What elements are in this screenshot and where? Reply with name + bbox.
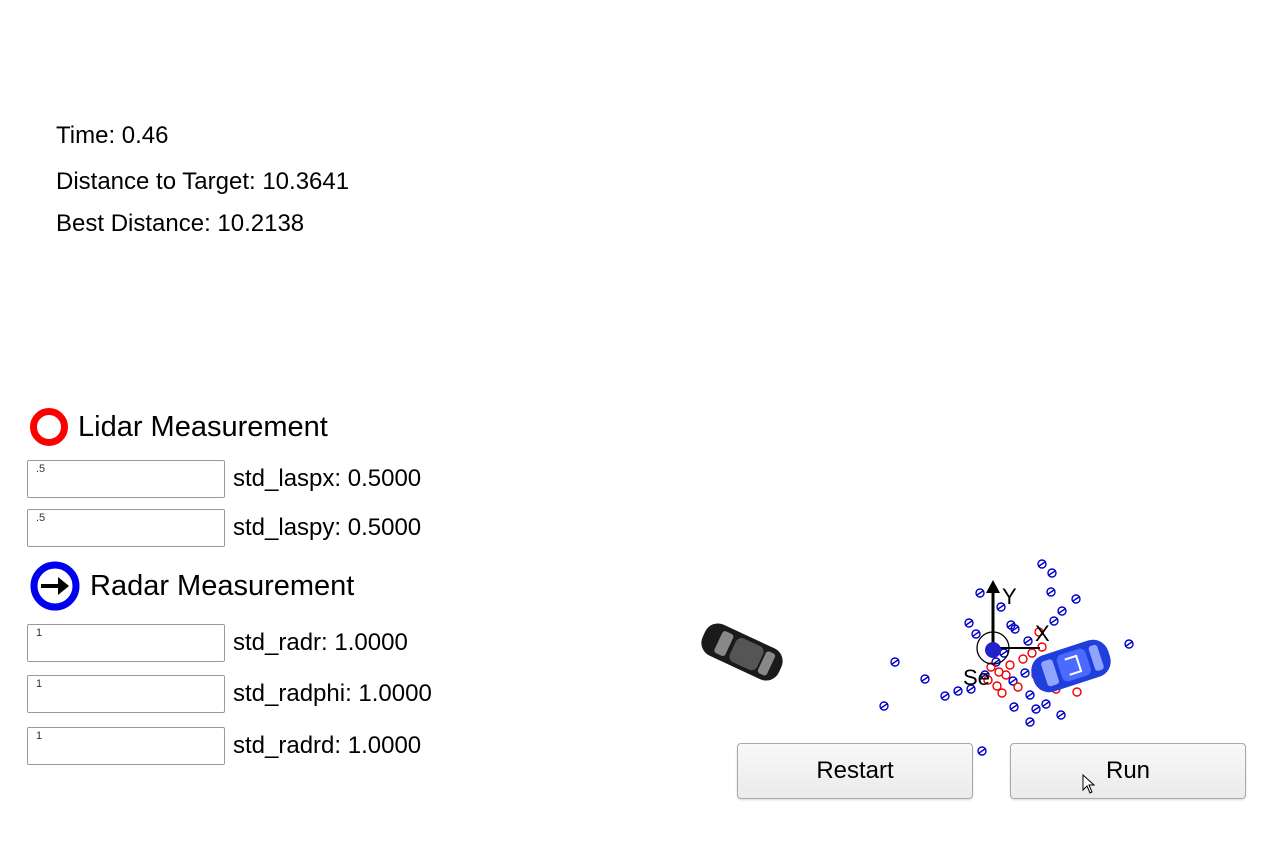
radar-mark <box>890 657 900 667</box>
radar-mark <box>1046 587 1056 597</box>
std-radr-label: std_radr: 1.0000 <box>233 629 408 656</box>
axis-x-label: X <box>1035 621 1050 646</box>
lidar-mark <box>1072 687 1082 697</box>
std-laspx-label: std_laspx: 0.5000 <box>233 465 422 492</box>
lidar-mark <box>1034 627 1044 637</box>
best-distance-readout: Best Distance: 10.2138 <box>56 210 305 237</box>
radar-mark <box>1008 676 1018 686</box>
radar-mark <box>920 674 930 684</box>
lidar-mark <box>997 688 1007 698</box>
std-radphi-input[interactable] <box>27 675 225 713</box>
std-laspx-input[interactable] <box>27 460 225 498</box>
lidar-mark <box>1005 660 1015 670</box>
radar-mark <box>1049 616 1059 626</box>
param-std-radr: std_radr: 1.0000 <box>27 624 408 662</box>
radar-mark <box>1057 606 1067 616</box>
radar-mark <box>1009 702 1019 712</box>
radar-measurements <box>879 559 1134 756</box>
radar-mark <box>953 686 963 696</box>
sensor-frame: Y X Se <box>963 580 1050 690</box>
lidar-mark <box>1013 682 1023 692</box>
radar-mark <box>1010 624 1020 634</box>
lidar-legend-label: Lidar Measurement <box>78 410 328 443</box>
sensor-label: Se <box>963 665 990 690</box>
restart-button[interactable]: Restart <box>737 743 973 799</box>
std-laspy-input[interactable] <box>27 509 225 547</box>
radar-mark <box>1037 559 1047 569</box>
lidar-mark <box>992 681 1002 691</box>
param-std-radrd: std_radrd: 1.0000 <box>27 727 421 765</box>
axis-y-label: Y <box>1002 584 1017 609</box>
radar-mark <box>1047 568 1057 578</box>
radar-mark <box>1041 699 1051 709</box>
mouse-pointer-icon <box>1082 774 1096 794</box>
simulation-canvas: Y X Se <box>701 559 1134 756</box>
param-std-laspx: std_laspx: 0.5000 <box>27 460 421 498</box>
radar-ring-icon <box>30 561 80 611</box>
radar-mark <box>1020 668 1030 678</box>
radar-mark <box>1025 717 1035 727</box>
radar-mark <box>977 746 987 756</box>
lidar-ring-icon <box>30 408 68 446</box>
lidar-mark <box>1018 654 1028 664</box>
lidar-mark <box>1027 648 1037 658</box>
lidar-mark <box>1001 670 1011 680</box>
radar-mark <box>980 670 990 680</box>
radar-mark <box>1056 710 1066 720</box>
radar-mark <box>966 684 976 694</box>
radar-mark <box>975 588 985 598</box>
radar-mark <box>879 701 889 711</box>
radar-mark <box>1124 639 1134 649</box>
param-std-radphi: std_radphi: 1.0000 <box>27 675 432 713</box>
run-button[interactable]: Run <box>1010 743 1246 799</box>
std-laspy-label: std_laspy: 0.5000 <box>233 514 422 541</box>
radar-legend: Radar Measurement <box>30 560 354 612</box>
std-radr-input[interactable] <box>27 624 225 662</box>
arrow-right-icon <box>41 577 69 595</box>
distance-to-target-readout: Distance to Target: 10.3641 <box>56 168 350 195</box>
lidar-mark <box>983 675 993 685</box>
radar-mark <box>1071 594 1081 604</box>
lidar-mark <box>986 662 996 672</box>
radar-mark <box>971 629 981 639</box>
radar-mark <box>964 618 974 628</box>
radar-mark <box>940 691 950 701</box>
lidar-legend: Lidar Measurement <box>30 401 328 453</box>
radar-mark <box>1023 636 1033 646</box>
radar-mark <box>1031 704 1041 714</box>
radar-mark <box>1025 690 1035 700</box>
param-std-laspy: std_laspy: 0.5000 <box>27 509 421 547</box>
radar-legend-label: Radar Measurement <box>90 569 355 602</box>
target-car <box>1031 639 1111 693</box>
radar-mark <box>996 602 1006 612</box>
std-radrd-label: std_radrd: 1.0000 <box>233 732 422 759</box>
obstacle-car <box>701 623 783 681</box>
std-radrd-input[interactable] <box>27 727 225 765</box>
time-readout: Time: 0.46 <box>56 122 169 149</box>
std-radphi-label: std_radphi: 1.0000 <box>233 680 432 707</box>
